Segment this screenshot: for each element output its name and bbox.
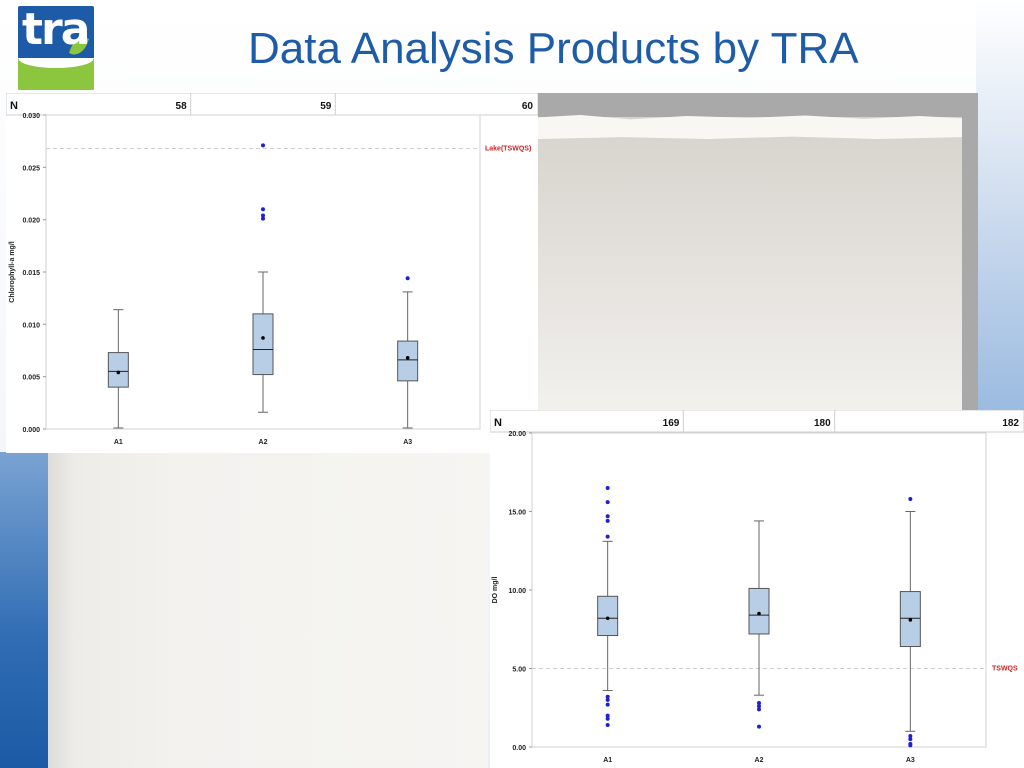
n-value-A3: 182 (1002, 418, 1019, 429)
x-tick-label-A2: A2 (259, 439, 268, 446)
y-tick-label: 0.030 (22, 113, 40, 120)
outlier-A3 (908, 741, 913, 746)
background-photo-panel (538, 93, 978, 411)
n-value-A3: 60 (522, 101, 534, 112)
reference-line-label: TSWQS (992, 666, 1018, 673)
logo-text: tra (22, 6, 90, 55)
mean-A2 (757, 611, 761, 616)
outlier-A1 (605, 716, 610, 721)
x-tick-label-A1: A1 (603, 757, 612, 764)
box-A2 (252, 313, 274, 376)
background-lower-panel (48, 452, 488, 768)
outlier-A1 (605, 534, 610, 539)
photo-torn-paper (538, 115, 962, 139)
y-tick-label: 0.015 (22, 270, 40, 277)
do-boxplot-svg: N 169 180 182 0.00 5.00 10.00 15.00 20.00 DO mg/l… (490, 410, 1024, 764)
right-blue-band (976, 0, 1024, 410)
outlier-A1 (605, 697, 610, 702)
outlier-A2 (261, 213, 265, 218)
outlier-A1 (605, 702, 610, 707)
outlier-A3 (908, 737, 913, 742)
outlier-A2 (757, 701, 761, 706)
y-axis-label: Chlorophyll-a mg/l (9, 241, 16, 303)
outlier-A2 (757, 704, 761, 709)
y-tick-label: 10.00 (508, 588, 526, 595)
n-value-A2: 59 (320, 101, 332, 112)
mean-A1 (605, 616, 610, 621)
mean-A3 (908, 618, 913, 622)
n-header-label: N (494, 417, 502, 429)
outlier-A3 (908, 734, 913, 739)
outlier-A3 (908, 496, 913, 501)
y-tick-label: 0.025 (22, 165, 40, 172)
page-title: Data Analysis Products by TRA (248, 24, 859, 73)
reference-line-label: Lake(TSWQS) (485, 145, 531, 152)
outlier-A1 (605, 514, 610, 519)
box-A3 (397, 340, 419, 382)
outlier-A2 (261, 216, 265, 221)
outlier-A1 (605, 518, 610, 523)
outlier-A1 (605, 694, 610, 699)
outlier-A2 (261, 207, 265, 212)
x-tick-label-A3: A3 (906, 757, 915, 764)
n-value-A1: 58 (176, 101, 188, 112)
y-tick-label: 0.00 (512, 745, 526, 752)
mean-A1 (116, 370, 121, 375)
box-A1 (597, 595, 619, 637)
n-value-A1: 169 (663, 418, 680, 429)
y-tick-label: 15.00 (508, 510, 526, 517)
chlorophyll-boxplot-svg: N 58 59 60 0.000 0.005 0.010 0.015 0.020 0.025 0.0… (6, 93, 538, 446)
outlier-A1 (605, 500, 610, 505)
y-tick-label: 0.010 (22, 322, 40, 329)
y-tick-label: 5.00 (512, 667, 526, 674)
y-tick-label: 0.005 (22, 375, 40, 382)
box-A1 (107, 352, 129, 388)
outlier-A2 (757, 707, 761, 712)
y-tick-label: 0.020 (22, 218, 40, 225)
mean-A2 (261, 336, 265, 340)
outlier-A1 (605, 485, 610, 490)
outlier-A2 (261, 143, 265, 148)
mean-A3 (405, 356, 410, 360)
photo-top-strip (538, 93, 962, 117)
do-boxplot: N 169 180 182 0.00 5.00 10.00 15.00 20.00 DO mg/l… (490, 410, 1024, 768)
tra-logo: tra (18, 6, 94, 90)
outlier-A1 (605, 723, 610, 728)
y-axis-label: DO mg/l (492, 577, 499, 604)
outlier-A1 (605, 713, 610, 718)
outlier-A3 (405, 276, 410, 281)
logo-wave (18, 58, 94, 68)
x-tick-label-A1: A1 (114, 439, 123, 446)
n-value-A2: 180 (814, 418, 831, 429)
chlorophyll-boxplot: N 58 59 60 0.000 0.005 0.010 0.015 0.020 0.025 0.0… (6, 93, 538, 453)
x-tick-label-A2: A2 (755, 757, 764, 764)
x-tick-label-A3: A3 (403, 439, 412, 446)
y-tick-label: 0.000 (22, 427, 40, 434)
y-tick-label: 20.00 (508, 431, 526, 438)
n-header-row (490, 410, 1024, 433)
box-A2 (748, 587, 770, 635)
n-header-label: N (10, 100, 18, 112)
n-header-row (6, 93, 538, 116)
left-blue-band (0, 452, 48, 768)
outlier-A2 (757, 724, 761, 729)
